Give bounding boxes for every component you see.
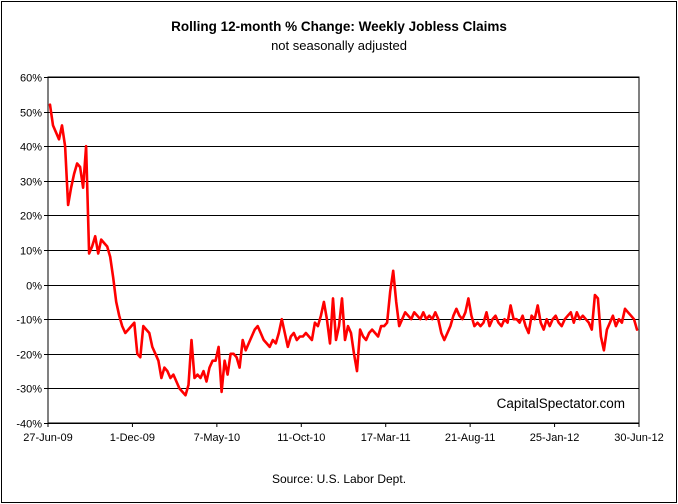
gridlines [47,76,640,424]
y-tick-label: -10% [16,315,42,327]
y-tick-label: 40% [20,142,42,154]
chart-title: Rolling 12-month % Change: Weekly Jobles… [171,19,507,34]
y-tick-label: 30% [20,177,42,189]
x-tick-label: 1-Dec-09 [110,432,155,444]
y-tick-label: -20% [16,350,42,362]
chart-subtitle: not seasonally adjusted [271,38,407,53]
x-tick-label: 30-Jun-12 [614,432,664,444]
source-note: Source: U.S. Labor Dept. [271,472,407,486]
y-axis-ticks: 60% 50% 40% 30% 20% 10% 0% -10% -20% -30% -40% [16,73,48,431]
y-tick-label: 60% [20,73,42,85]
x-tick-label: 17-Mar-11 [361,432,411,444]
watermark-text: CapitalSpectator.com [497,396,625,411]
x-tick-label: 25-Jan-12 [530,432,580,444]
x-tick-label: 11-Oct-10 [277,432,325,444]
x-axis-ticks: 27-Jun-09 1-Dec-09 7-May-10 11-Oct-10 17-Mar… [23,423,664,444]
series-group [48,103,639,397]
x-tick-label: 27-Jun-09 [23,432,73,444]
y-tick-label: -40% [16,419,42,431]
x-tick-label: 7-May-10 [194,432,240,444]
y-tick-label: -30% [16,384,42,396]
series-line [48,103,639,397]
y-tick-label: 20% [20,211,42,223]
y-tick-label: 50% [20,108,42,120]
y-tick-label: 0% [26,281,42,293]
x-tick-label: 21-Aug-11 [445,432,496,444]
y-tick-label: 10% [20,246,42,258]
